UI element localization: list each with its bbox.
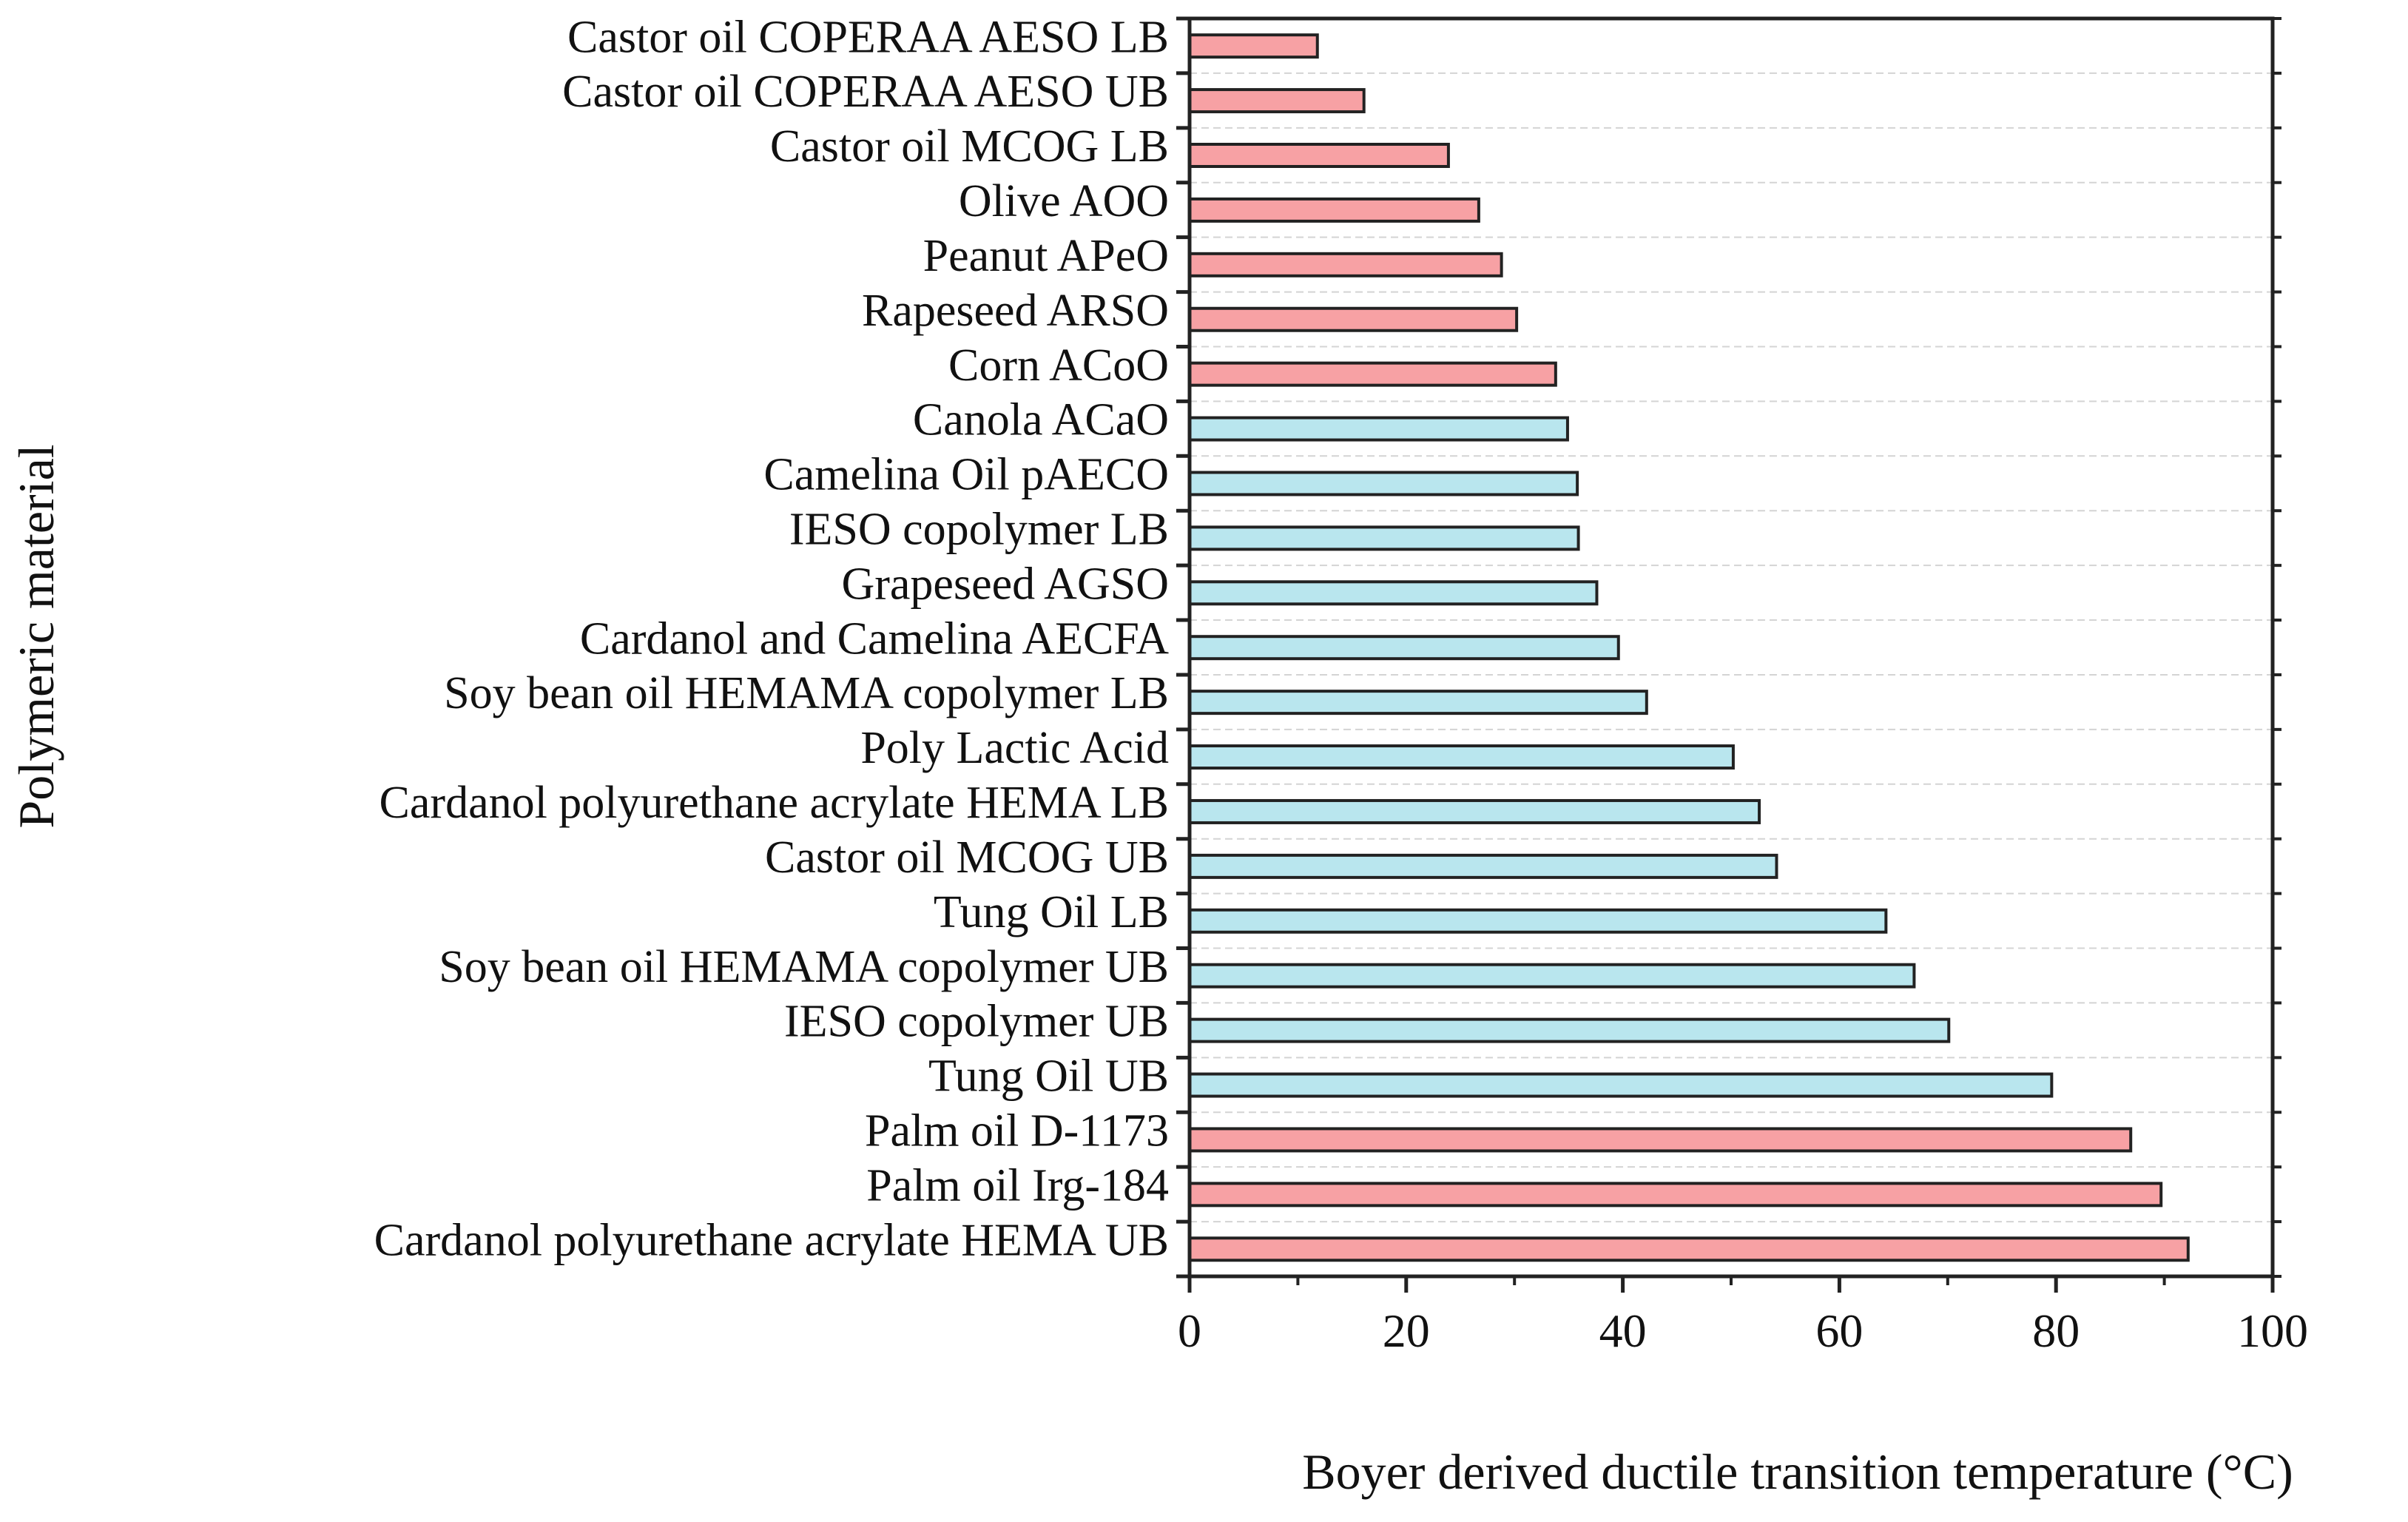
bar xyxy=(1188,525,1580,551)
bar xyxy=(1188,1236,2190,1262)
category-label: Castor oil COPERAA AESO UB xyxy=(562,67,1169,117)
category-label: Cardanol and Camelina AECFA xyxy=(580,613,1169,664)
bar xyxy=(1188,306,1519,332)
x-tick-label: 40 xyxy=(1599,1304,1647,1357)
category-label: Corn ACoO xyxy=(948,340,1169,391)
bar xyxy=(1188,635,1620,661)
category-label: Peanut APeO xyxy=(923,231,1169,281)
category-label: Cardanol polyurethane acrylate HEMA LB xyxy=(380,778,1169,828)
category-label: IESO copolymer UB xyxy=(784,997,1169,1047)
bar xyxy=(1188,361,1557,387)
bar xyxy=(1188,580,1599,606)
category-label: Camelina Oil pAECO xyxy=(763,450,1169,500)
category-label: Canola ACaO xyxy=(913,395,1169,445)
x-tick-label: 0 xyxy=(1178,1304,1201,1357)
category-label: Olive AOO xyxy=(959,176,1169,226)
category-label: Castor oil MCOG UB xyxy=(765,832,1169,883)
category-label: Castor oil MCOG LB xyxy=(770,121,1169,172)
bar xyxy=(1188,798,1761,824)
y-axis-title: Polymeric material xyxy=(8,444,64,828)
category-label: Castor oil COPERAA AESO LB xyxy=(567,12,1169,62)
bar xyxy=(1188,744,1735,770)
bar xyxy=(1188,1017,1951,1043)
category-label: Tung Oil UB xyxy=(928,1051,1169,1102)
category-label: Poly Lactic Acid xyxy=(860,723,1169,773)
bars xyxy=(1188,33,2190,1262)
bar xyxy=(1188,1127,2133,1153)
bar xyxy=(1188,963,1916,989)
category-label: IESO copolymer LB xyxy=(789,504,1169,554)
category-label: Soy bean oil HEMAMA copolymer LB xyxy=(444,668,1169,718)
bar xyxy=(1188,471,1579,496)
x-tick-label: 20 xyxy=(1383,1304,1430,1357)
x-tick-label: 100 xyxy=(2237,1304,2308,1357)
x-tick-label: 80 xyxy=(2032,1304,2080,1357)
bar xyxy=(1188,1182,2163,1208)
x-tick-labels: 0 20 40 60 80 100 xyxy=(1178,1304,2308,1357)
category-label: Palm oil D-1173 xyxy=(865,1106,1169,1156)
bar xyxy=(1188,1072,2054,1098)
bar xyxy=(1188,143,1450,168)
category-label: Palm oil Irg-184 xyxy=(866,1160,1169,1210)
bar xyxy=(1188,33,1319,59)
bar xyxy=(1188,197,1480,223)
bar xyxy=(1188,690,1648,715)
x-tick-label: 60 xyxy=(1815,1304,1863,1357)
category-label: Grapeseed AGSO xyxy=(841,559,1169,609)
category-label: Soy bean oil HEMAMA copolymer UB xyxy=(439,942,1169,992)
x-axis-title: Boyer derived ductile transition tempera… xyxy=(1302,1444,2293,1500)
category-label: Tung Oil LB xyxy=(934,887,1169,937)
bar xyxy=(1188,853,1778,879)
bar xyxy=(1188,88,1366,114)
bar xyxy=(1188,416,1569,442)
grid-lines xyxy=(1190,72,2273,1223)
bar xyxy=(1188,908,1888,934)
category-label: Cardanol polyurethane acrylate HEMA UB xyxy=(374,1215,1169,1265)
category-label: Rapeseed ARSO xyxy=(862,286,1169,336)
bar xyxy=(1188,252,1503,277)
y-axis-ticks xyxy=(1176,16,2281,1279)
x-axis-ticks xyxy=(1187,1276,2275,1293)
